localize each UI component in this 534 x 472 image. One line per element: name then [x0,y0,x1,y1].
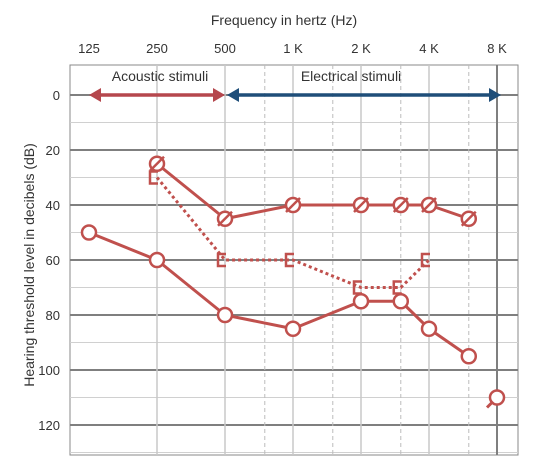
data-point-circle [148,251,166,269]
region-arrow-head-left [227,88,239,102]
region-arrow-head-left [89,88,101,102]
x-tick-label: 1 K [283,41,303,56]
series-line [155,176,431,289]
data-point-bracket [216,252,226,268]
data-point-slash [285,197,301,213]
data-point-slash [421,197,437,213]
x-tick-label: 500 [214,41,236,56]
data-point-slash [353,197,369,213]
data-point-bracket [392,280,402,295]
y-tick-label: 60 [46,253,60,268]
data-point-circle [80,224,98,241]
data-point-slash [392,197,409,213]
data-point-circle [216,306,234,324]
region-arrow-head-right [489,88,501,102]
y-tick-label: 40 [46,198,60,213]
region-label: Acoustic stimuli [112,68,208,84]
data-point-bracket [148,170,158,185]
data-point-circle [352,293,370,310]
data-point-slash [217,210,233,227]
region-label: Electrical stimuli [301,68,401,84]
region-arrow-head-right [213,88,225,102]
y-tick-label: 80 [46,308,60,323]
x-tick-label: 4 K [419,41,439,56]
y-axis-title: Hearing threshold level in decibels (dB) [21,143,37,387]
y-tick-label: 120 [38,418,60,433]
y-tick-label: 100 [38,363,60,378]
data-point-bracket [420,252,430,268]
data-point-circle [420,320,438,337]
data-point-circle [392,293,410,310]
data-point-circle [488,389,506,406]
x-tick-label: 2 K [351,41,371,56]
x-tick-label: 125 [78,41,100,56]
data-point-circle [284,320,302,337]
data-point-bracket [352,280,362,295]
x-tick-label: 8 K [487,41,507,56]
x-tick-label: 250 [146,41,168,56]
y-tick-label: 0 [53,88,60,103]
data-point-slash [149,155,165,172]
data-point-noresponse-tick [485,400,495,409]
data-point-slash [460,210,477,227]
data-point-bracket [284,252,294,268]
x-axis-title: Frequency in hertz (Hz) [211,12,357,28]
data-point-circle [460,348,478,365]
y-tick-label: 20 [46,143,60,158]
